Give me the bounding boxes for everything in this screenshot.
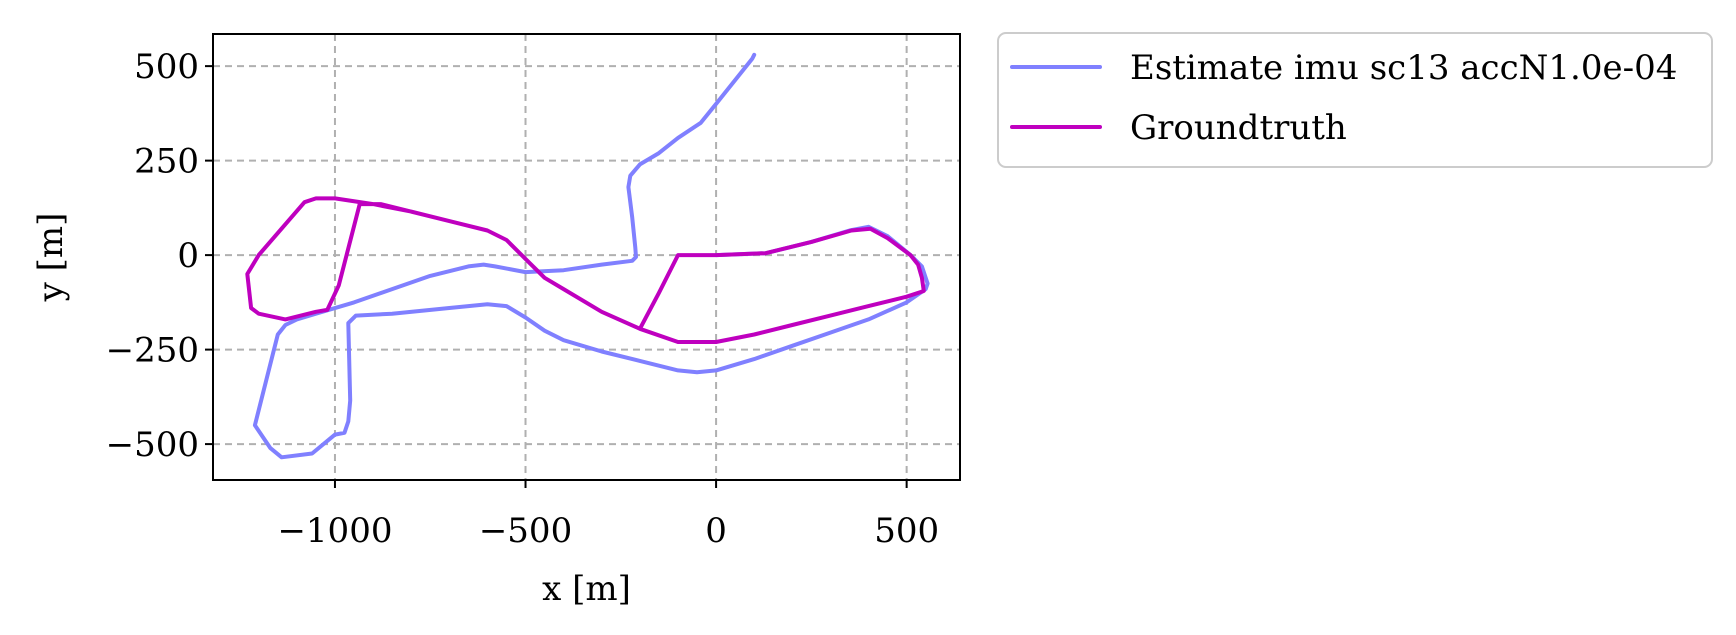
x-tick-label: 500: [874, 511, 939, 551]
y-tick-label: −250: [106, 331, 199, 371]
x-tick-label: −500: [479, 511, 572, 551]
groundtruth-trajectory-line: [245, 196, 926, 344]
x-tick-label: 0: [705, 511, 727, 551]
legend: Estimate imu sc13 accN1.0e-04 Groundtrut…: [997, 32, 1713, 168]
ticks: −1000 −500 0 500 −500 −250 0 250 500: [106, 47, 939, 551]
legend-label-groundtruth: Groundtruth: [1130, 108, 1347, 148]
y-tick-label: 500: [134, 47, 199, 87]
plot-series: [245, 52, 930, 460]
estimate-trajectory-line: [252, 52, 930, 460]
y-tick-label: −500: [106, 425, 199, 465]
y-tick-label: 250: [134, 142, 199, 182]
legend-frame: [997, 32, 1713, 168]
x-axis-label: x [m]: [542, 569, 631, 609]
y-tick-label: 0: [177, 236, 199, 276]
x-tick-label: −1000: [277, 511, 392, 551]
y-axis-label: y [m]: [31, 213, 71, 303]
plot-frame: [212, 33, 961, 481]
legend-label-estimate: Estimate imu sc13 accN1.0e-04: [1130, 48, 1677, 88]
